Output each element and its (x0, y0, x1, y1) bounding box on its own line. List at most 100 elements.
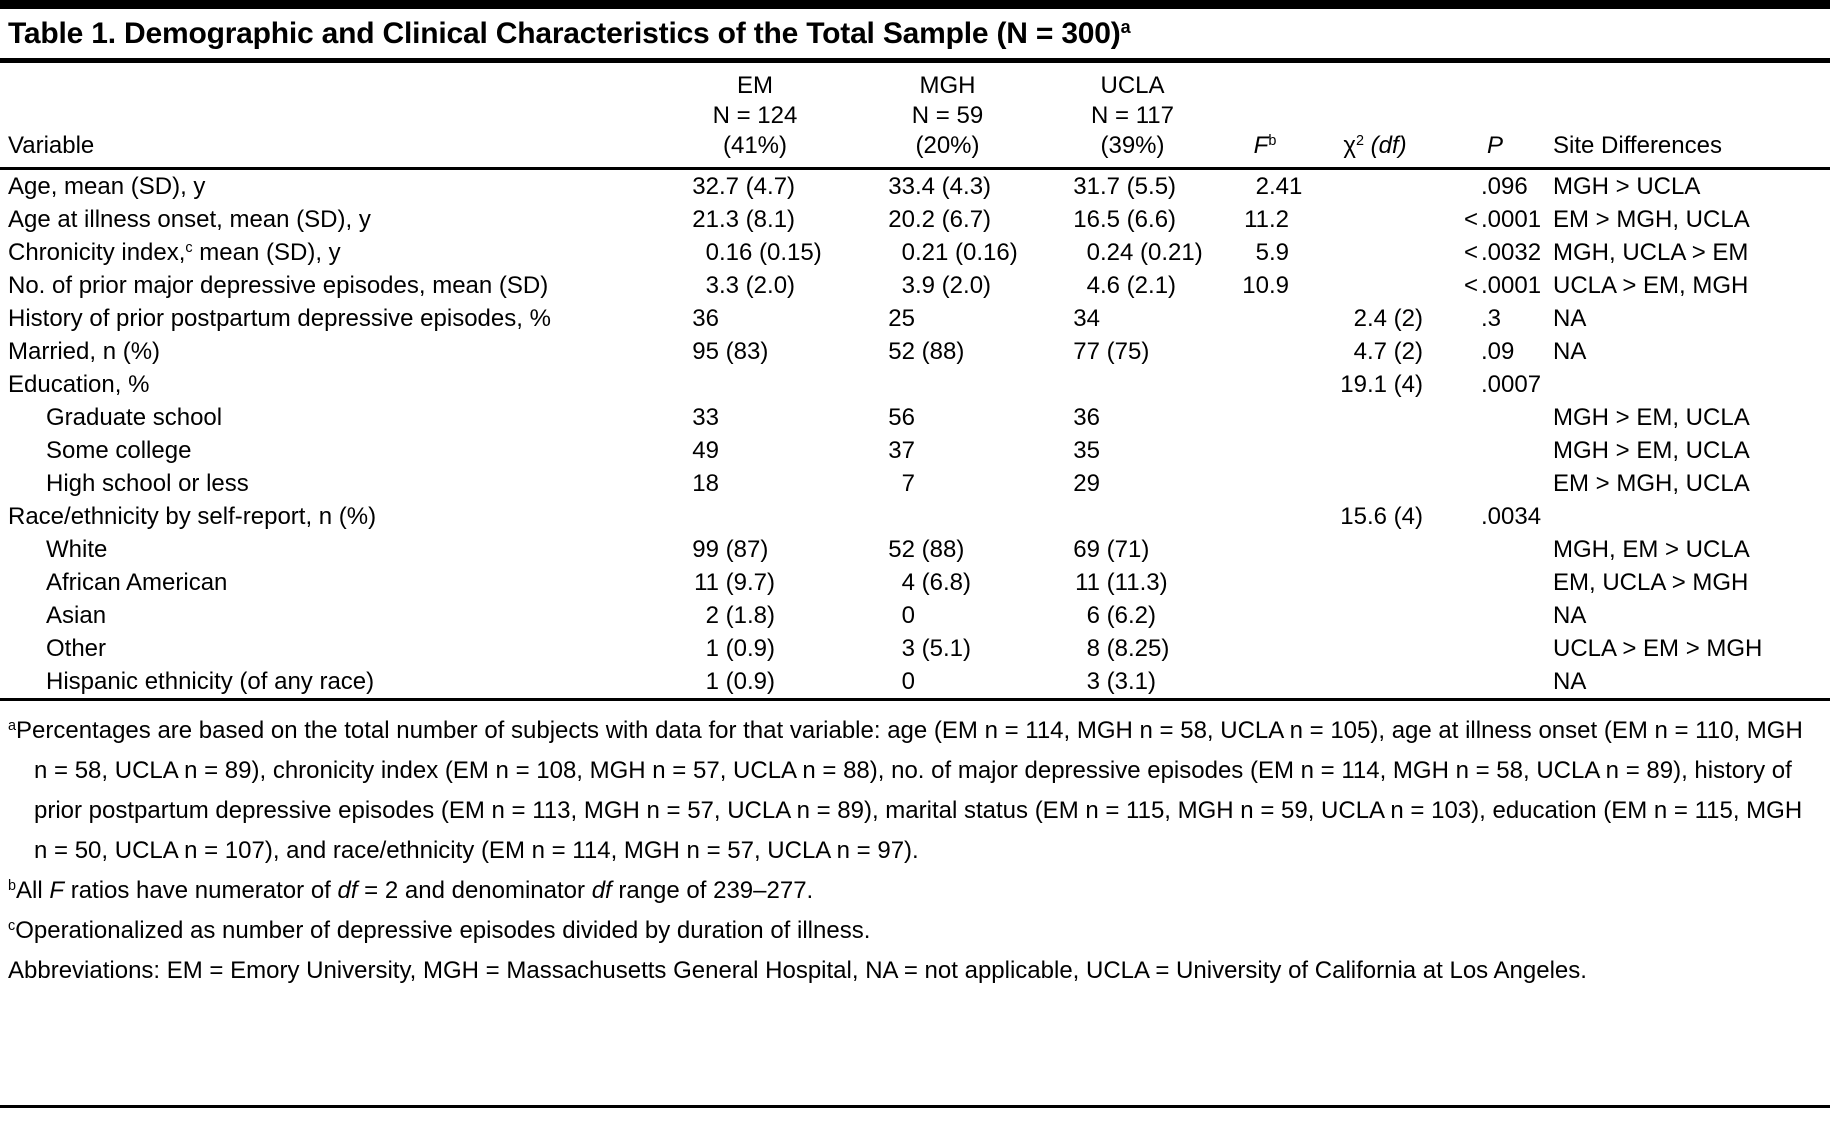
table-row: Education, % 19.1 (4) .0007 (8, 368, 1822, 401)
value-integer: 56 (888, 404, 915, 431)
cell-chi: 19.1 (4) (1305, 368, 1445, 401)
value-integer: 37 (888, 437, 915, 464)
cell-chi (1305, 533, 1445, 566)
cell-f: 10.9 (1225, 269, 1305, 302)
cell-ucla: 6 (6.2) (1040, 599, 1225, 632)
cell-f (1225, 302, 1305, 335)
title-rule (0, 58, 1830, 63)
value-rest: .5 (6.6) (1100, 206, 1177, 233)
text-segment: Married, n (%) (8, 338, 161, 365)
text-segment: Abbreviations: EM = Emory University, MG… (8, 957, 1587, 984)
cell-variable: Race/ethnicity by self-report, n (%) (8, 500, 655, 533)
cell-chi (1305, 467, 1445, 500)
cell-em: 21.3 (8.1) (655, 203, 855, 236)
value-integer: 10 (1242, 272, 1269, 299)
value-rest: (6.2) (1100, 602, 1157, 629)
text-segment: Age at illness onset, mean (SD), y (8, 206, 371, 233)
value-rest: .7 (4.7) (719, 173, 796, 200)
cell-variable: Age, mean (SD), y (8, 170, 655, 203)
cell-mgh: 3.9 (2.0) (855, 269, 1040, 302)
footnotes-section: aPercentages are based on the total numb… (0, 711, 1830, 991)
value-integer: 36 (1073, 404, 1100, 431)
value-integer: 1 (705, 635, 719, 662)
p-number: .0034 (1481, 503, 1542, 530)
value-integer: 21 (692, 206, 719, 233)
site-name: UCLA (1100, 72, 1165, 99)
cell-variable: Some college (8, 434, 655, 467)
superscript-marker: b (1268, 133, 1277, 150)
less-than-sign: < (1463, 272, 1478, 299)
cell-ucla: 11 (11.3) (1040, 566, 1225, 599)
cell-ucla (1040, 368, 1225, 401)
footnote: aPercentages are based on the total numb… (8, 711, 1822, 871)
table-row: Chronicity index,c mean (SD), y 0.16 (0.1… (8, 236, 1822, 269)
value-rest: .24 (0.21) (1100, 239, 1203, 266)
cell-f (1225, 599, 1305, 632)
value-rest: .6 (2.1) (1100, 272, 1177, 299)
text-segment: df (337, 877, 358, 904)
top-rule (0, 0, 1830, 9)
cell-em: 1 (0.9) (655, 632, 855, 665)
value-integer: 11 (1244, 206, 1269, 233)
superscript-marker: c (185, 240, 193, 257)
value-rest: (0.9) (719, 668, 776, 695)
table-row: High school or less 18 7 29 EM > MGH, UCLA (8, 467, 1822, 500)
text-segment: = 2 and denominator (357, 877, 592, 904)
value-integer: 32 (692, 173, 719, 200)
value-rest: (88) (915, 338, 965, 365)
value-integer: 2 (1353, 305, 1367, 332)
cell-f (1225, 467, 1305, 500)
bottom-rule (0, 1105, 1830, 1108)
cell-em: 49 (655, 434, 855, 467)
less-than-sign: < (1463, 206, 1478, 233)
text-segment: F (1253, 132, 1269, 159)
cell-variable: Married, n (%) (8, 335, 655, 368)
value-integer: 49 (692, 437, 719, 464)
cell-ucla (1040, 500, 1225, 533)
less-than-sign: < (1463, 239, 1478, 266)
cell-em: 32.7 (4.7) (655, 170, 855, 203)
cell-ucla: 8 (8.25) (1040, 632, 1225, 665)
column-header-f-statistic: Fb (1225, 131, 1305, 161)
value-integer: 36 (692, 305, 719, 332)
superscript-marker: a (1120, 17, 1131, 38)
cell-em: 33 (655, 401, 855, 434)
value-rest: .3 (8.1) (719, 206, 796, 233)
cell-mgh: 33.4 (4.3) (855, 170, 1040, 203)
value-integer: 3 (1086, 668, 1100, 695)
cell-chi: 4.7 (2) (1305, 335, 1445, 368)
site-n: N = 117 (1091, 102, 1174, 129)
superscript-marker: 2 (1355, 133, 1364, 150)
cell-f (1225, 335, 1305, 368)
value-rest: (5.1) (915, 635, 972, 662)
value-rest: .16 (0.15) (719, 239, 822, 266)
cell-mgh: 56 (855, 401, 1040, 434)
text-segment: F (49, 877, 65, 904)
value-integer: 0 (901, 668, 915, 695)
cell-ucla: 31.7 (5.5) (1040, 170, 1225, 203)
cell-em (655, 368, 855, 401)
cell-site-differences: MGH > UCLA (1553, 173, 1701, 200)
cell-em: 36 (655, 302, 855, 335)
table-row: White 99 (87) 52 (88) 69 (71) MGH, EM > UCLA (8, 533, 1822, 566)
cell-chi (1305, 632, 1445, 665)
cell-ucla: 4.6 (2.1) (1040, 269, 1225, 302)
site-pct: (39%) (1100, 132, 1165, 159)
table-row: History of prior postpartum depressive e… (8, 302, 1822, 335)
cell-em: 2 (1.8) (655, 599, 855, 632)
cell-p-value (1445, 401, 1545, 434)
cell-site-differences (1545, 500, 1822, 533)
value-rest: .9 (2.0) (915, 272, 992, 299)
cell-p-value (1445, 533, 1545, 566)
cell-mgh: 37 (855, 434, 1040, 467)
cell-f (1225, 665, 1305, 698)
value-rest: (8.25) (1100, 635, 1170, 662)
value-rest: (11.3) (1100, 569, 1168, 596)
value-integer: 11 (694, 569, 719, 596)
cell-em: 1 (0.9) (655, 665, 855, 698)
value-rest: .41 (1269, 173, 1303, 200)
value-integer: 3 (901, 635, 915, 662)
cell-variable: No. of prior major depressive episodes, … (8, 269, 655, 302)
text-segment: Other (46, 635, 107, 662)
value-rest: (88) (915, 536, 965, 563)
